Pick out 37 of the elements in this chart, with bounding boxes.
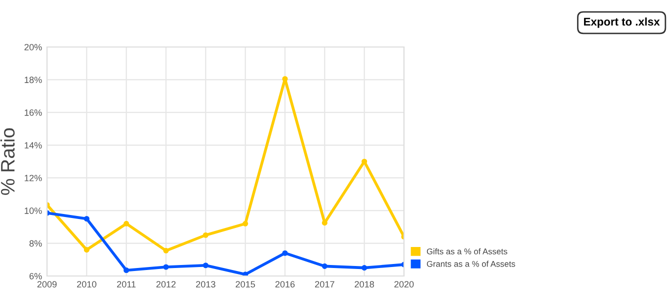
point (124, 267, 130, 274)
point (242, 272, 248, 276)
y-tick-label: 20% (24, 44, 42, 50)
legend-label: Gifts as a % of Assets (426, 248, 508, 254)
x-tick-label: 2010 (77, 281, 96, 288)
x-tick-label: 2016 (275, 281, 295, 288)
y-tick-label: 14% (24, 142, 42, 148)
point (362, 265, 368, 271)
point (322, 220, 328, 226)
point (84, 247, 90, 253)
y-tick-label: 12% (24, 174, 42, 182)
y-axis-title: % Ratio (0, 128, 15, 195)
point (242, 220, 248, 226)
point (362, 158, 368, 164)
y-tick-label: 18% (24, 76, 42, 84)
x-tick-label: 2020 (394, 281, 414, 288)
point (124, 220, 130, 226)
x-tick-label: 2011 (117, 281, 136, 288)
x-tick-label: 2012 (156, 281, 176, 288)
x-tick-label: 2013 (196, 281, 216, 288)
y-tick-label: 16% (24, 109, 42, 116)
y-tick-label: 10% (24, 208, 42, 214)
x-tick-label: 2009 (37, 281, 57, 288)
point (163, 248, 169, 254)
point (202, 262, 208, 268)
y-tick-label: 8% (29, 240, 42, 247)
point (163, 264, 169, 270)
x-tick-label: 2017 (315, 281, 334, 288)
x-tick-label: 2018 (354, 281, 374, 288)
point (84, 216, 90, 222)
point (322, 263, 328, 269)
point (202, 232, 208, 238)
legend-label: Grants as a % of Assets (426, 260, 516, 267)
text: Export to .xlsx (584, 17, 660, 28)
point (282, 250, 288, 256)
y-tick-label: 6% (30, 272, 42, 280)
x-tick-label: 2015 (236, 281, 255, 288)
